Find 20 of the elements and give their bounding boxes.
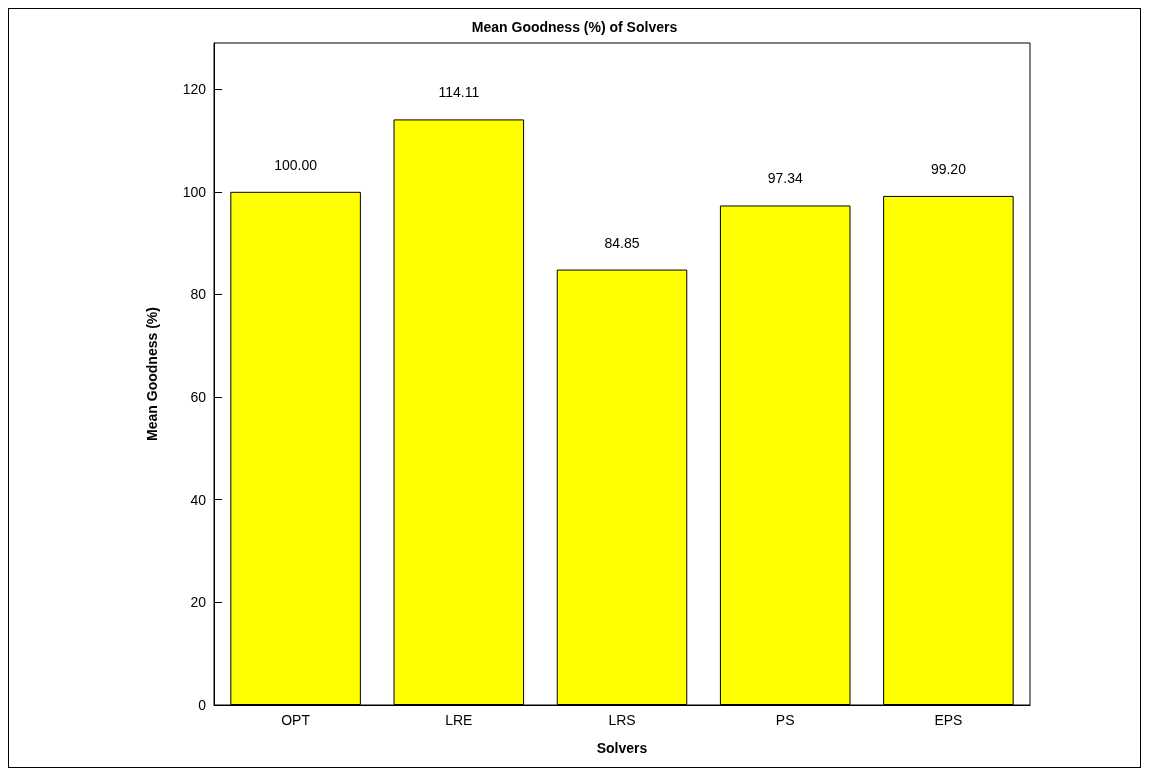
x-tick-label: LRS — [608, 712, 636, 728]
data-label: 99.20 — [930, 160, 967, 177]
data-label: 97.34 — [767, 170, 803, 187]
y-tick-label: 120 — [182, 81, 207, 98]
data-label: 84.85 — [604, 234, 640, 251]
y-tick-label: 80 — [190, 286, 207, 303]
y-tick-label: 100 — [182, 183, 207, 200]
data-label: 114.11 — [438, 84, 480, 101]
x-tick-label: LRE — [445, 712, 473, 728]
y-axis-title: Mean Goodness (%) — [144, 307, 160, 441]
y-tick-label: 20 — [190, 594, 207, 611]
data-label: 100.00 — [274, 156, 318, 173]
y-tick-label: 0 — [198, 697, 207, 713]
y-tick-label: 60 — [190, 389, 207, 406]
x-axis-title: Solvers — [596, 740, 648, 756]
chart-title: Mean Goodness (%) of Solvers — [471, 19, 678, 35]
x-tick-label: EPS — [934, 712, 963, 728]
x-tick-label: OPT — [281, 712, 311, 728]
y-tick-label: 40 — [190, 491, 207, 508]
x-tick-label: PS — [775, 712, 795, 728]
